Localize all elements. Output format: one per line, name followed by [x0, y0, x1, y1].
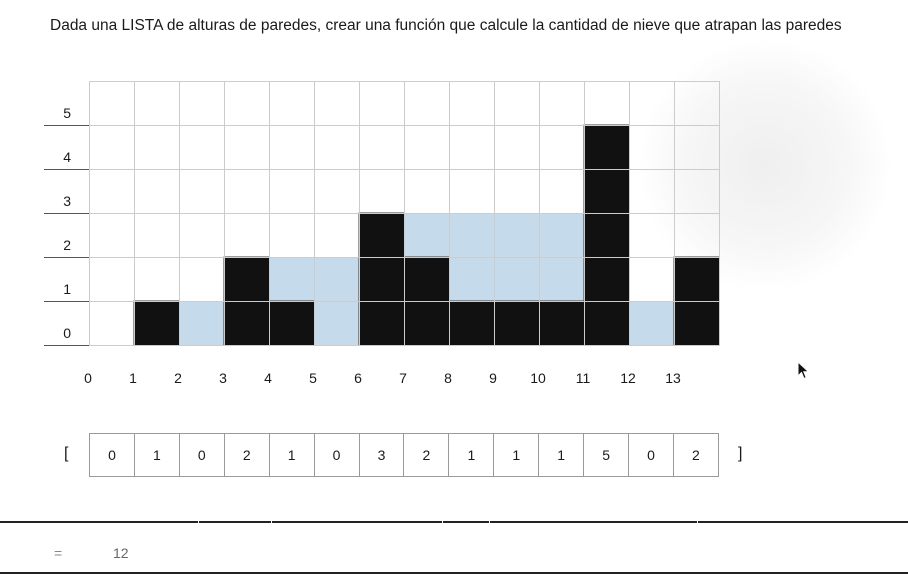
- result-top-rule: [0, 521, 908, 523]
- array-open-bracket: [: [64, 445, 69, 462]
- array-cell: 5: [584, 434, 630, 476]
- wall-cell-fill: [495, 302, 539, 345]
- x-axis-label: 6: [354, 370, 362, 386]
- snow-cell: [539, 213, 584, 257]
- array-cell: 2: [404, 434, 450, 476]
- mouse-pointer-icon: [797, 361, 810, 380]
- y-axis-label: 5: [63, 105, 71, 121]
- rule-gap: [442, 521, 443, 525]
- array-cell: 1: [270, 434, 315, 476]
- wall-cell-fill: [585, 302, 629, 345]
- wall-cell-fill: [585, 214, 629, 257]
- snow-cell: [629, 301, 674, 345]
- snow-cell: [179, 301, 224, 345]
- array-cell: 0: [315, 434, 360, 476]
- wall-cell-fill: [360, 258, 404, 301]
- snow-cell: [449, 257, 494, 301]
- y-axis-label: 0: [63, 325, 71, 341]
- wall-cell-fill: [675, 258, 719, 301]
- wall-cell-fill: [225, 258, 269, 301]
- array-cell: 1: [449, 434, 495, 476]
- wall-cell-fill: [585, 170, 629, 213]
- y-axis-label: 3: [63, 193, 71, 209]
- snow-cell: [269, 257, 314, 301]
- snow-cell: [494, 213, 539, 257]
- x-axis-label: 8: [444, 370, 452, 386]
- x-axis-label: 1: [129, 370, 137, 386]
- array-cell: 1: [135, 434, 180, 476]
- wall-cell-fill: [225, 302, 269, 345]
- wall-cell-fill: [270, 302, 314, 345]
- wall-cell-fill: [135, 302, 179, 345]
- wall-cell-fill: [675, 302, 719, 345]
- array-cell: 0: [90, 434, 135, 476]
- snow-cell: [314, 257, 359, 301]
- result-equals: =: [54, 545, 63, 561]
- result-value: 12: [113, 545, 129, 561]
- x-axis-label: 9: [489, 370, 497, 386]
- wall-cell-fill: [360, 214, 404, 257]
- array-cell: 1: [494, 434, 540, 476]
- snow-cell: [449, 213, 494, 257]
- snow-cell: [314, 301, 359, 345]
- rule-gap: [697, 521, 698, 525]
- array-cell: 3: [360, 434, 405, 476]
- wall-cell-fill: [540, 302, 584, 345]
- x-axis-label: 5: [309, 370, 317, 386]
- wall-cell-fill: [585, 126, 629, 169]
- snow-cell: [494, 257, 539, 301]
- rule-gap: [489, 521, 490, 525]
- x-axis-label: 2: [174, 370, 182, 386]
- wall-grid-diagram: [44, 81, 720, 346]
- x-axis-label: 0: [84, 370, 92, 386]
- y-axis-label: 4: [63, 149, 71, 165]
- x-axis-label: 12: [620, 370, 636, 386]
- array-cell: 2: [225, 434, 270, 476]
- wall-cell-fill: [405, 258, 449, 301]
- array-cell: 2: [692, 447, 700, 463]
- x-axis-label: 7: [399, 370, 407, 386]
- array-cell: 0: [629, 434, 674, 476]
- page-title: Dada una LISTA de alturas de paredes, cr…: [50, 17, 842, 34]
- array-cell: 1: [539, 434, 585, 476]
- x-axis-label: 13: [665, 370, 681, 386]
- result-bottom-rule: [0, 572, 908, 574]
- array-close-bracket: ]: [738, 445, 743, 462]
- y-axis-label: 1: [63, 281, 71, 297]
- snow-cell: [539, 257, 584, 301]
- x-axis-label: 3: [219, 370, 227, 386]
- array-cell: 0: [180, 434, 225, 476]
- rule-gap: [198, 521, 199, 525]
- wall-cell-fill: [585, 258, 629, 301]
- wall-cell-fill: [360, 302, 404, 345]
- x-axis-label: 10: [530, 370, 546, 386]
- x-axis-label: 11: [575, 370, 591, 386]
- x-axis-label: 4: [264, 370, 272, 386]
- snow-cell: [404, 213, 449, 257]
- wall-cell-fill: [405, 302, 449, 345]
- y-axis-label: 2: [63, 237, 71, 253]
- wall-cell-fill: [450, 302, 494, 345]
- rule-gap: [271, 521, 272, 525]
